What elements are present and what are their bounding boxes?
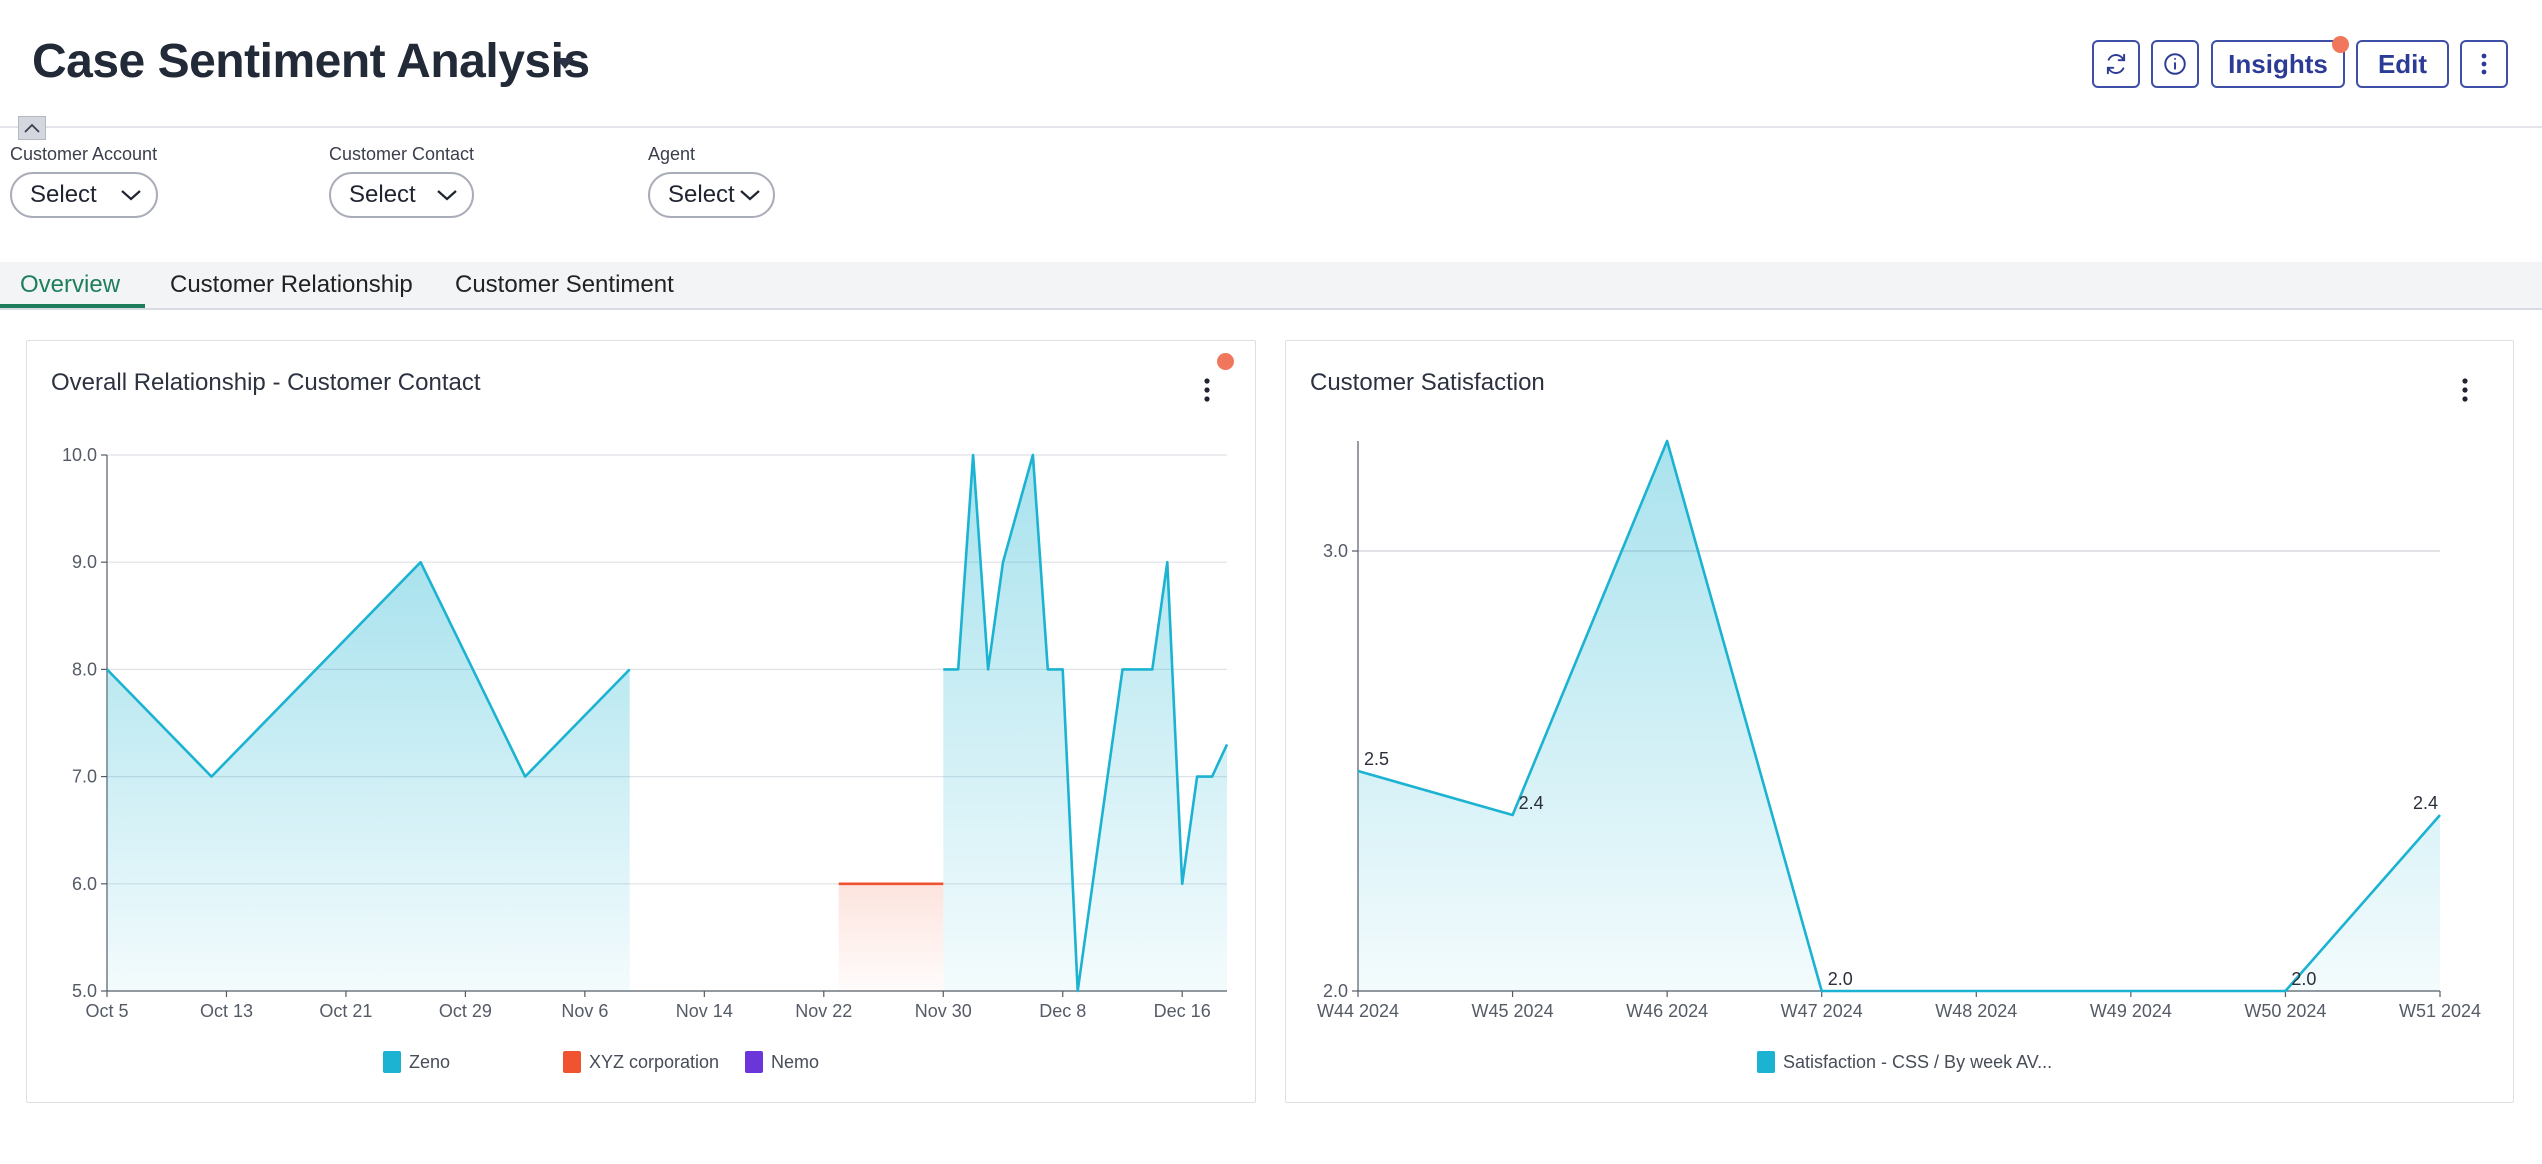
tab-bar: Overview Customer Relationship Customer … [0,262,2542,310]
x-tick-label: W51 2024 [2399,1001,2481,1021]
x-tick-label: Nov 14 [676,1001,733,1021]
legend-item-satisfaction[interactable]: Satisfaction - CSS / By week AV... [1757,1051,2052,1073]
page-title: Case Sentiment Analysis [32,35,590,88]
data-label: 2.5 [1364,749,1389,769]
x-tick-label: Nov 22 [795,1001,852,1021]
info-icon [2164,53,2186,75]
data-label: 2.0 [1828,969,1853,989]
active-tab-indicator [0,304,145,308]
agent-select[interactable]: Select [648,172,775,218]
x-tick-label: W47 2024 [1781,1001,1863,1021]
customer-contact-select[interactable]: Select [329,172,474,218]
x-tick-label: Oct 5 [85,1001,128,1021]
x-tick-label: Oct 29 [439,1001,492,1021]
customer-account-value: Select [30,181,97,208]
legend-item-nemo[interactable]: Nemo [745,1051,819,1073]
legend-label: Zeno [409,1051,451,1072]
info-button[interactable] [2151,40,2199,88]
series-area [943,455,1227,991]
x-tick-label: Dec 8 [1039,1001,1086,1021]
x-tick-label: W45 2024 [1472,1001,1554,1021]
insights-button[interactable]: Insights [2211,40,2345,88]
legend-swatch [383,1051,401,1073]
series-line [1357,439,2441,993]
x-tick-label: W49 2024 [2090,1001,2172,1021]
x-tick-label: Dec 16 [1154,1001,1211,1021]
edit-button[interactable]: Edit [2356,40,2449,88]
agent-value: Select [668,181,735,208]
series-area [107,562,630,991]
collapse-filters-button[interactable] [18,116,46,140]
chevron-down-icon [437,190,457,201]
legend-label: Nemo [771,1051,820,1072]
legend-swatch [563,1051,581,1073]
tab-customer-relationship[interactable]: Customer Relationship [170,271,413,298]
x-tick-label: W50 2024 [2244,1001,2326,1021]
x-tick-label: W44 2024 [1317,1001,1399,1021]
kebab-menu-icon [2481,53,2487,75]
y-tick-label: 7.0 [72,767,97,787]
card-notification-badge [1217,353,1234,370]
tab-customer-sentiment[interactable]: Customer Sentiment [455,271,674,298]
y-tick-label: 10.0 [62,445,97,465]
relationship-card-title: Overall Relationship - Customer Contact [51,369,481,396]
y-tick-label: 8.0 [72,659,97,679]
satisfaction-card-menu-icon[interactable] [2455,375,2475,405]
satisfaction-card: Customer Satisfaction 3.0 2.0 W44 2024 W45 … [1285,340,2514,1103]
x-tick-label: W46 2024 [1626,1001,1708,1021]
chevron-up-icon [24,123,40,133]
y-tick-label: 2.0 [1323,981,1348,1001]
x-tick-label: Oct 13 [200,1001,253,1021]
tab-overview[interactable]: Overview [20,271,121,298]
y-tick-label: 6.0 [72,874,97,894]
x-tick-label: Oct 21 [319,1001,372,1021]
series-line [943,453,1229,993]
series-line [106,560,631,778]
legend-swatch [1757,1051,1775,1073]
refresh-icon [2106,53,2126,75]
customer-contact-label: Customer Contact [329,144,475,164]
y-tick-label: 9.0 [72,552,97,572]
relationship-card: Overall Relationship - Customer Contact … [26,340,1256,1103]
refresh-button[interactable] [2092,40,2140,88]
series-area [838,883,944,991]
y-tick-label: 3.0 [1323,541,1348,561]
title-dropdown-caret-icon[interactable] [556,58,574,69]
customer-contact-value: Select [349,181,416,208]
x-tick-label: W48 2024 [1935,1001,2017,1021]
x-tick-label: Nov 30 [915,1001,972,1021]
agent-label: Agent [648,144,696,164]
customer-account-select[interactable]: Select [10,172,158,218]
legend-item-xyz-corporation[interactable]: XYZ corporation [563,1051,719,1073]
legend-label: Satisfaction - CSS / By week AV... [1783,1051,2053,1072]
more-options-button[interactable] [2460,40,2508,88]
x-tick-label: Nov 6 [561,1001,608,1021]
insights-notification-badge [2332,36,2349,53]
chevron-down-icon [121,190,141,201]
satisfaction-card-title: Customer Satisfaction [1310,369,1545,396]
relationship-card-menu-icon[interactable] [1197,375,1217,405]
data-label: 2.4 [1519,793,1544,813]
data-label: 2.4 [2413,793,2438,813]
page-header: Case Sentiment Analysis Insights Edit [0,0,2542,128]
legend-item-zeno[interactable]: Zeno [383,1051,450,1073]
customer-account-label: Customer Account [10,144,158,164]
legend-label: XYZ corporation [589,1051,720,1072]
legend-swatch [745,1051,763,1073]
chevron-down-icon [740,190,760,201]
y-tick-label: 5.0 [72,981,97,1001]
series-area [1358,441,2440,991]
data-label: 2.0 [2291,969,2316,989]
